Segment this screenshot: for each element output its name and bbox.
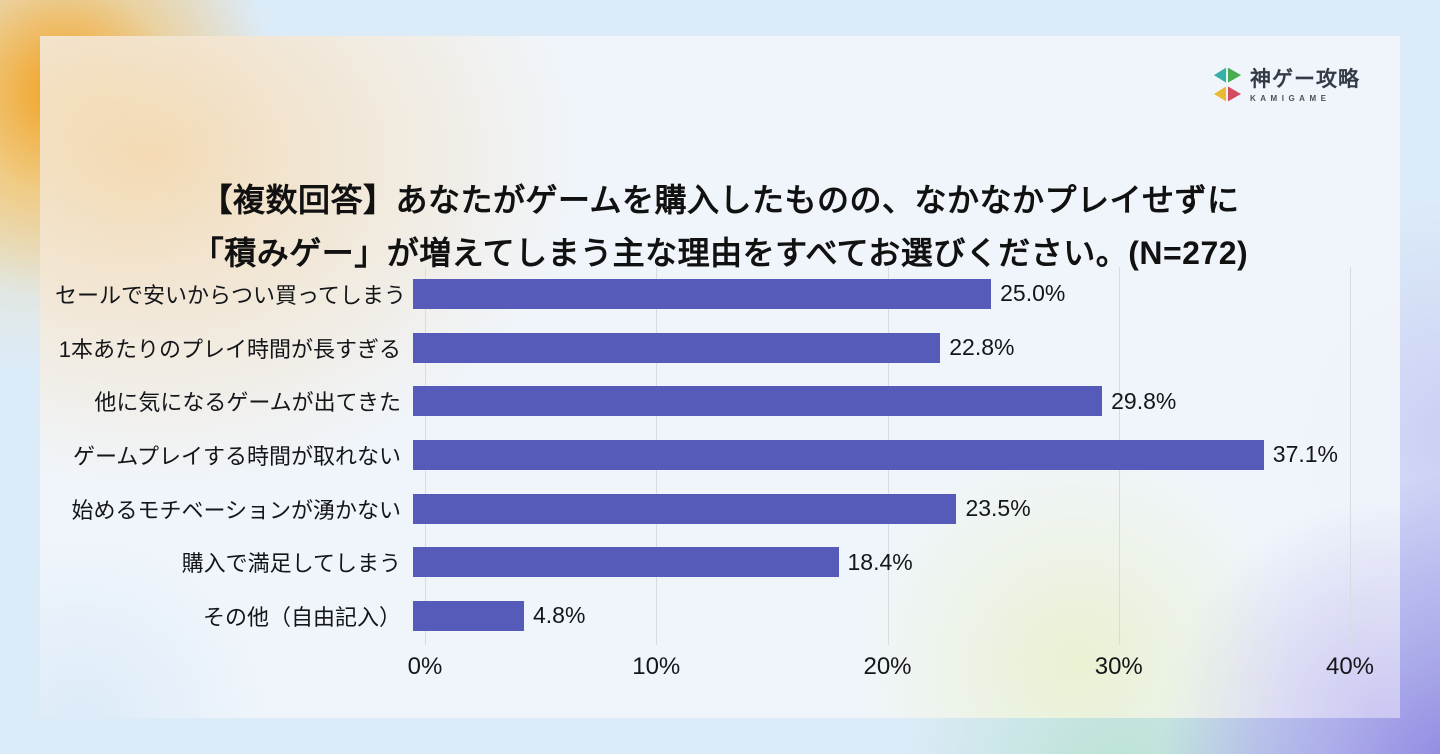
plot-area: 37.1% <box>413 428 1338 482</box>
category-label: ゲームプレイする時間が取れない <box>72 443 401 469</box>
bar <box>413 547 839 578</box>
plot-area: 29.8% <box>413 374 1338 428</box>
category-label: 他に気になるゲームが出てきた <box>94 390 401 416</box>
plot-area: 22.8% <box>413 321 1338 375</box>
plot-area: 25.0% <box>413 267 1338 321</box>
bar <box>413 332 941 363</box>
bar <box>413 386 1103 417</box>
category-label: その他（自由記入） <box>202 604 401 630</box>
bar <box>413 493 957 524</box>
category-label: セールで安いからつい買ってしまう <box>55 282 406 308</box>
value-label: 37.1% <box>1272 441 1338 468</box>
bar-row: 購入で満足してしまう 18.4% <box>55 535 1365 589</box>
chart-title-line2: 「積みゲー」が増えてしまう主な理由をすべてお選びください。(N=272) <box>191 235 1249 271</box>
bar-row: その他（自由記入） 4.8% <box>55 589 1365 643</box>
kamigame-logo: 神ゲー攻略 KAMIGAME <box>1213 64 1360 106</box>
value-label: 23.5% <box>965 495 1031 522</box>
bar-row: ゲームプレイする時間が取れない 37.1% <box>55 428 1365 482</box>
x-tick-label: 30% <box>1094 653 1143 680</box>
x-tick-label: 40% <box>1325 653 1375 680</box>
plot-area: 18.4% <box>413 535 1338 589</box>
value-label: 22.8% <box>949 334 1015 361</box>
value-label: 25.0% <box>1000 280 1066 307</box>
logo-text: 神ゲー攻略 KAMIGAME <box>1250 68 1360 103</box>
bar <box>413 439 1264 470</box>
bar <box>413 278 992 309</box>
x-tick-label: 0% <box>407 653 443 680</box>
bar-rows: セールで安いからつい買ってしまう 25.0% 1本あたりのプレイ時間が長すぎる 22.… <box>55 267 1365 643</box>
logo-subtitle: KAMIGAME <box>1250 93 1331 103</box>
logo-title: 神ゲー攻略 <box>1250 67 1360 91</box>
bar-chart: セールで安いからつい買ってしまう 25.0% 1本あたりのプレイ時間が長すぎる 22.… <box>55 267 1374 687</box>
bar-row: 始めるモチベーションが湧かない 23.5% <box>55 482 1365 536</box>
bar-row: 他に気になるゲームが出てきた 29.8% <box>55 374 1365 428</box>
chart-title-line1: 【複数回答】あなたがゲームを購入したものの、なかなかプレイせずに <box>200 182 1240 218</box>
bar-row: セールで安いからつい買ってしまう 25.0% <box>55 267 1365 321</box>
value-label: 29.8% <box>1111 387 1177 414</box>
plot-area: 23.5% <box>413 482 1338 536</box>
x-tick-label: 20% <box>863 653 912 680</box>
category-label: 購入で満足してしまう <box>181 551 401 577</box>
x-axis: 0% 10% 20% 30% 40% <box>408 653 1374 683</box>
kamigame-logo-icon <box>1213 67 1242 102</box>
plot-area: 4.8% <box>413 589 1338 643</box>
chart-title: 【複数回答】あなたがゲームを購入したものの、なかなかプレイせずに 「積みゲー」が… <box>40 174 1400 280</box>
bar-row: 1本あたりのプレイ時間が長すぎる 22.8% <box>55 321 1365 375</box>
category-label: 1本あたりのプレイ時間が長すぎる <box>58 336 401 362</box>
value-label: 4.8% <box>533 602 586 629</box>
bar <box>413 600 524 631</box>
chart-card: 神ゲー攻略 KAMIGAME 【複数回答】あなたがゲームを購入したものの、なかな… <box>40 36 1400 718</box>
value-label: 18.4% <box>847 548 913 575</box>
category-label: 始めるモチベーションが湧かない <box>71 497 401 523</box>
x-tick-label: 10% <box>632 653 681 680</box>
